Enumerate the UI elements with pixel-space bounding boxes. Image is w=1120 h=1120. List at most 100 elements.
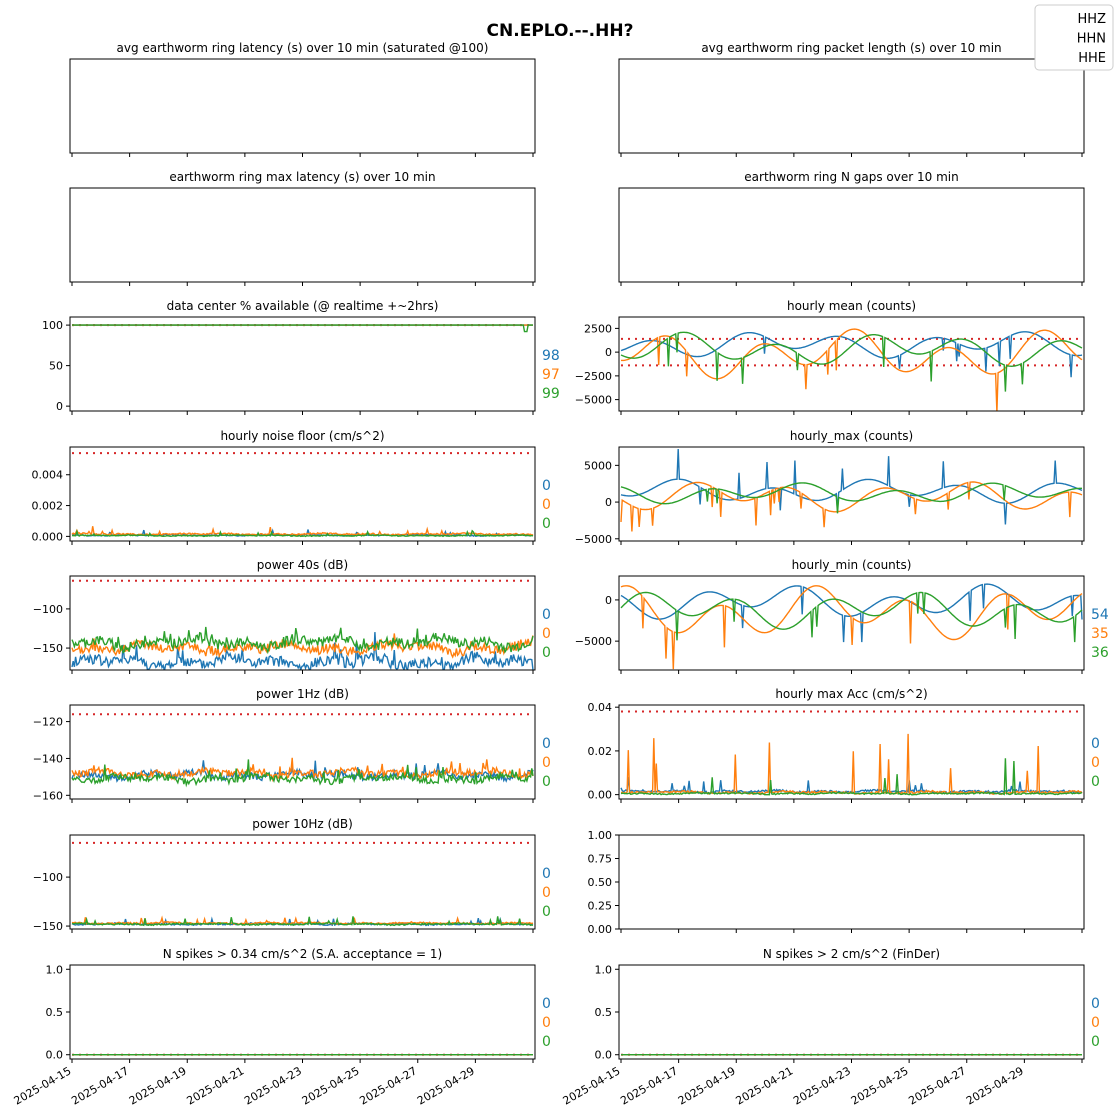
y-tick-label: 0.04 bbox=[588, 701, 613, 714]
y-tick-label: 0.50 bbox=[588, 876, 613, 889]
panel-p14: 1.00 0.75 0.50 0.25 0.00 bbox=[588, 829, 1085, 936]
series-HHN bbox=[71, 633, 534, 659]
axes-frame bbox=[69, 58, 536, 154]
legend-entry-HHE: HHE bbox=[1078, 51, 1106, 66]
side-label-HHN: 0 bbox=[1091, 1015, 1100, 1031]
y-tick-label: 0.0 bbox=[595, 1049, 613, 1062]
panel-p15: N spikes > 0.34 cm/s^2 (S.A. acceptance … bbox=[12, 947, 551, 1108]
x-tick-label: 2025-04-27 bbox=[357, 1064, 419, 1107]
side-label-HHE: 0 bbox=[542, 516, 551, 532]
axes-frame bbox=[618, 834, 1085, 930]
axes-frame bbox=[69, 964, 536, 1060]
series-HHN bbox=[621, 328, 1083, 411]
axes-frame bbox=[69, 446, 536, 542]
y-tick-label: −5000 bbox=[575, 533, 612, 546]
axes-frame bbox=[618, 58, 1085, 154]
side-label-HHZ: 0 bbox=[1091, 736, 1100, 752]
series-HHE bbox=[620, 331, 1083, 392]
x-tick-label: 2025-04-29 bbox=[964, 1064, 1026, 1107]
axes-frame bbox=[69, 834, 536, 930]
side-label-HHE: 0 bbox=[542, 1034, 551, 1050]
panel-title: N spikes > 0.34 cm/s^2 (S.A. acceptance … bbox=[163, 947, 442, 961]
side-label-HHZ: 0 bbox=[542, 607, 551, 623]
side-label-HHN: 97 bbox=[542, 367, 560, 383]
panel-title: avg earthworm ring latency (s) over 10 m… bbox=[117, 41, 489, 55]
y-tick-label: 0.25 bbox=[588, 900, 613, 913]
y-tick-label: 0.02 bbox=[588, 745, 613, 758]
y-tick-label: −140 bbox=[33, 752, 63, 765]
y-tick-label: 100 bbox=[42, 319, 63, 332]
series-HHE bbox=[620, 482, 1082, 514]
y-tick-label: 0 bbox=[605, 346, 612, 359]
panel-p6: hourly mean (counts) 2500 0 −2500 −5000 bbox=[575, 299, 1085, 415]
panel-p12: hourly max Acc (cm/s^2) 0.04 0.02 0.00 0 0 0 bbox=[588, 687, 1100, 803]
y-tick-label: 1.0 bbox=[46, 963, 64, 976]
y-tick-label: 5000 bbox=[584, 459, 612, 472]
x-tick-label: 2025-04-19 bbox=[676, 1064, 738, 1107]
panel-title: power 1Hz (dB) bbox=[256, 687, 349, 701]
x-tick-label: 2025-04-29 bbox=[415, 1064, 477, 1107]
panel-title: hourly mean (counts) bbox=[787, 299, 916, 313]
panel-p7: hourly noise floor (cm/s^2) 0.004 0.002 0.0… bbox=[32, 429, 551, 545]
side-label-HHE: 36 bbox=[1091, 645, 1109, 661]
panel-p5: data center % available (@ realtime +~2h… bbox=[42, 299, 560, 415]
panel-p2: avg earthworm ring packet length (s) ove… bbox=[618, 41, 1085, 157]
panel-p16: N spikes > 2 cm/s^2 (FinDer) 1.0 0.5 0.0 202… bbox=[561, 947, 1100, 1108]
panel-p8: hourly_max (counts) 5000 0 −5000 bbox=[575, 429, 1085, 546]
side-label-HHN: 0 bbox=[1091, 755, 1100, 771]
x-tick-label: 2025-04-23 bbox=[242, 1064, 304, 1107]
y-tick-label: −100 bbox=[33, 871, 63, 884]
series-HHZ bbox=[71, 632, 534, 670]
panel-title: power 10Hz (dB) bbox=[252, 817, 353, 831]
side-label-HHZ: 0 bbox=[542, 866, 551, 882]
side-label-HHN: 0 bbox=[542, 885, 551, 901]
legend: HHZ HHN HHE bbox=[1034, 4, 1114, 71]
panel-title: hourly_max (counts) bbox=[790, 429, 913, 443]
y-tick-label: 0.5 bbox=[46, 1006, 64, 1019]
series-HHE bbox=[620, 591, 1083, 643]
panel-title: hourly noise floor (cm/s^2) bbox=[220, 429, 384, 443]
x-tick-label: 2025-04-15 bbox=[561, 1064, 623, 1107]
y-tick-label: −5000 bbox=[575, 394, 612, 407]
x-tick-label: 2025-04-25 bbox=[300, 1064, 362, 1107]
y-tick-label: 50 bbox=[49, 360, 63, 373]
panel-title: earthworm ring max latency (s) over 10 m… bbox=[169, 170, 435, 184]
panel-title: earthworm ring N gaps over 10 min bbox=[744, 170, 958, 184]
legend-box bbox=[1034, 4, 1114, 71]
y-tick-label: 2500 bbox=[584, 322, 612, 335]
side-label-HHZ: 0 bbox=[542, 736, 551, 752]
axes-frame bbox=[618, 187, 1085, 283]
axes-frame bbox=[69, 316, 536, 412]
axes-frame bbox=[618, 316, 1085, 412]
x-tick-label: 2025-04-19 bbox=[127, 1064, 189, 1107]
side-label-HHZ: 0 bbox=[542, 996, 551, 1012]
side-label-HHN: 0 bbox=[542, 1015, 551, 1031]
y-tick-label: −100 bbox=[33, 603, 63, 616]
panel-title: N spikes > 2 cm/s^2 (FinDer) bbox=[763, 947, 940, 961]
y-tick-label: 1.00 bbox=[588, 829, 613, 842]
y-tick-label: 0 bbox=[605, 594, 612, 607]
panel-title: hourly max Acc (cm/s^2) bbox=[775, 687, 927, 701]
y-tick-label: −150 bbox=[33, 920, 63, 933]
panel-p11: power 1Hz (dB) −120 −140 −160 0 0 0 bbox=[33, 687, 551, 803]
panel-p13: power 10Hz (dB) −100 −150 0 0 0 bbox=[33, 817, 551, 933]
panel-title: avg earthworm ring packet length (s) ove… bbox=[701, 41, 1001, 55]
series-HHE bbox=[71, 916, 534, 927]
y-tick-label: 0.0 bbox=[46, 1049, 64, 1062]
panels: avg earthworm ring latency (s) over 10 m… bbox=[12, 41, 1109, 1108]
panel-p10: hourly_min (counts) 0 −5000 54 35 36 bbox=[575, 558, 1109, 674]
panel-p9: power 40s (dB) −100 −150 0 0 0 bbox=[33, 558, 551, 674]
x-tick-label: 2025-04-25 bbox=[849, 1064, 911, 1107]
series-HHZ bbox=[620, 448, 1083, 525]
panel-p3: earthworm ring max latency (s) over 10 m… bbox=[69, 170, 536, 286]
x-tick-label: 2025-04-21 bbox=[185, 1064, 247, 1107]
x-tick-label: 2025-04-23 bbox=[791, 1064, 853, 1107]
y-tick-label: 0.00 bbox=[588, 923, 613, 936]
y-tick-label: −2500 bbox=[575, 370, 612, 383]
side-label-HHE: 0 bbox=[1091, 774, 1100, 790]
series-HHN bbox=[71, 526, 534, 537]
y-tick-label: 1.0 bbox=[595, 963, 613, 976]
side-label-HHZ: 0 bbox=[1091, 996, 1100, 1012]
series-HHE bbox=[71, 529, 534, 538]
y-tick-label: 0 bbox=[605, 496, 612, 509]
